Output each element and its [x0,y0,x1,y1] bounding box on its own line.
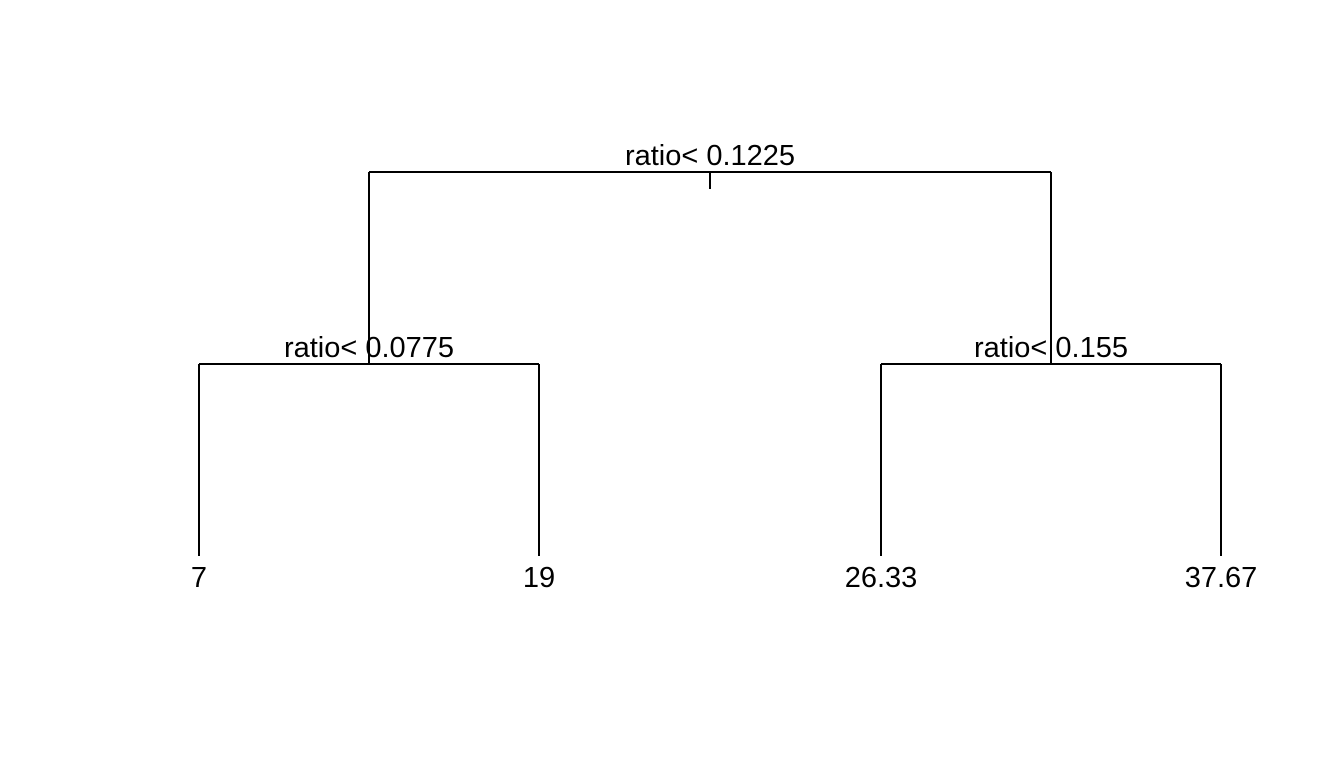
leaf-4-label: 37.67 [1185,562,1258,594]
leaf-2-label: 19 [523,562,555,594]
root-split-label: ratio< 0.1225 [625,140,795,172]
left-split-label: ratio< 0.0775 [284,332,454,364]
root-node: ratio< 0.1225 [369,140,1051,189]
leaf-1-label: 7 [191,562,207,594]
right-split-node: ratio< 0.155 [881,332,1221,365]
left-split-node: ratio< 0.0775 [199,332,539,365]
right-split-label: ratio< 0.155 [974,332,1128,364]
leaf-3-label: 26.33 [845,562,918,594]
